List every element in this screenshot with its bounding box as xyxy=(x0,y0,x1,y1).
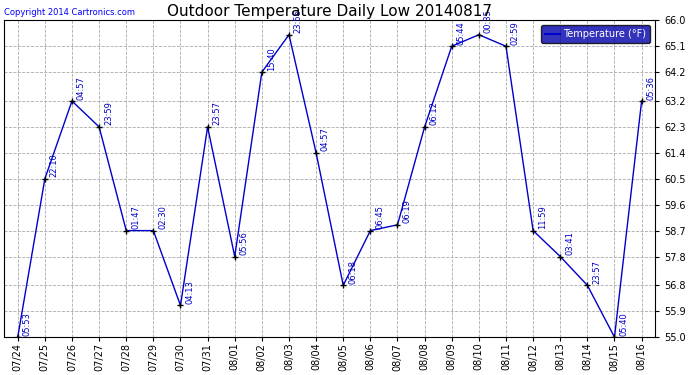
Text: 15:40: 15:40 xyxy=(267,47,276,71)
Text: 06:45: 06:45 xyxy=(375,205,384,229)
Text: 06:19: 06:19 xyxy=(402,200,411,223)
Text: 05:56: 05:56 xyxy=(239,231,248,255)
Text: 00:35: 00:35 xyxy=(484,9,493,33)
Text: 23:56: 23:56 xyxy=(294,9,303,33)
Legend: Temperature (°F): Temperature (°F) xyxy=(541,25,650,43)
Text: 23:57: 23:57 xyxy=(213,102,221,126)
Text: 04:57: 04:57 xyxy=(321,128,330,152)
Text: 03:41: 03:41 xyxy=(565,231,574,255)
Text: 04:13: 04:13 xyxy=(186,280,195,304)
Text: 23:59: 23:59 xyxy=(104,102,113,126)
Text: 23:57: 23:57 xyxy=(592,260,601,284)
Text: 05:36: 05:36 xyxy=(647,75,656,99)
Text: 01:47: 01:47 xyxy=(131,205,140,229)
Text: 05:53: 05:53 xyxy=(23,312,32,336)
Text: 02:59: 02:59 xyxy=(511,21,520,45)
Text: 06:18: 06:18 xyxy=(348,260,357,284)
Text: 06:12: 06:12 xyxy=(429,102,439,126)
Text: 04:57: 04:57 xyxy=(77,76,86,99)
Text: 05:44: 05:44 xyxy=(457,21,466,45)
Text: 05:40: 05:40 xyxy=(620,312,629,336)
Text: 11:59: 11:59 xyxy=(538,206,547,229)
Title: Outdoor Temperature Daily Low 20140817: Outdoor Temperature Daily Low 20140817 xyxy=(167,4,492,19)
Text: 22:10: 22:10 xyxy=(50,153,59,177)
Text: 02:30: 02:30 xyxy=(158,205,167,229)
Text: Copyright 2014 Cartronics.com: Copyright 2014 Cartronics.com xyxy=(4,8,135,17)
